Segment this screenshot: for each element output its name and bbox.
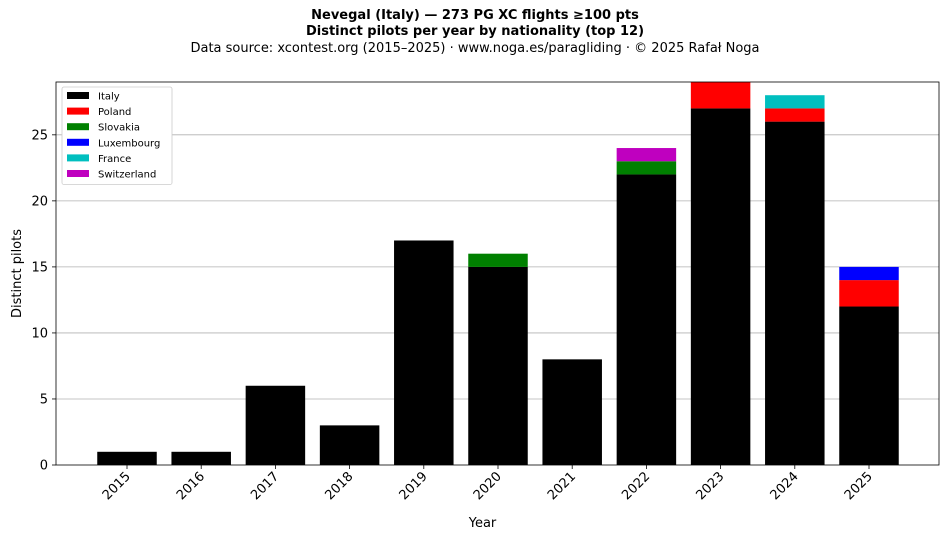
bar-italy-2017 bbox=[245, 385, 306, 465]
y-tick-label: 20 bbox=[31, 194, 48, 209]
x-tick-label: 2015 bbox=[100, 469, 134, 503]
legend-swatch-poland bbox=[67, 107, 89, 115]
bar-france-2024 bbox=[765, 95, 825, 109]
x-tick-label: 2025 bbox=[842, 469, 876, 503]
y-tick-label: 10 bbox=[31, 326, 48, 341]
y-tick-label: 5 bbox=[40, 392, 48, 407]
x-tick-label: 2019 bbox=[397, 469, 431, 503]
bar-slovakia-2022 bbox=[616, 161, 677, 175]
y-tick-label: 15 bbox=[31, 260, 48, 275]
legend-label-poland: Poland bbox=[98, 107, 131, 118]
chart-title-block: Nevegal (Italy) — 273 PG XC flights ≥100… bbox=[0, 8, 950, 57]
x-tick-label: 2023 bbox=[693, 469, 727, 503]
bar-italy-2025 bbox=[839, 306, 899, 465]
x-tick-label: 2021 bbox=[545, 469, 579, 503]
bar-italy-2020 bbox=[468, 266, 528, 465]
x-tick-label: 2016 bbox=[174, 469, 208, 503]
bar-slovakia-2020 bbox=[468, 253, 528, 267]
x-tick-label: 2022 bbox=[619, 469, 653, 503]
bar-poland-2025 bbox=[839, 280, 899, 307]
legend-swatch-switzerland bbox=[67, 170, 89, 177]
legend-label-slovakia: Slovakia bbox=[98, 123, 140, 134]
bar-poland-2024 bbox=[765, 108, 825, 122]
bar-italy-2019 bbox=[394, 240, 454, 465]
bar-italy-2015 bbox=[97, 451, 157, 465]
bar-poland-2023 bbox=[690, 82, 751, 109]
y-tick-label: 0 bbox=[40, 459, 48, 474]
legend-label-switzerland: Switzerland bbox=[98, 170, 156, 181]
x-tick-label: 2020 bbox=[471, 469, 505, 503]
bar-italy-2023 bbox=[690, 108, 751, 466]
legend-label-france: France bbox=[98, 154, 131, 165]
legend-swatch-luxembourg bbox=[67, 138, 89, 146]
y-axis-label: Distinct pilots bbox=[10, 229, 25, 318]
bar-italy-2021 bbox=[542, 359, 602, 465]
legend-swatch-italy bbox=[67, 92, 89, 99]
legend-swatch-slovakia bbox=[67, 123, 89, 131]
data-source-line: Data source: xcontest.org (2015–2025) · … bbox=[190, 41, 760, 56]
bar-italy-2022 bbox=[616, 174, 677, 465]
legend-box bbox=[61, 86, 173, 185]
bar-italy-2018 bbox=[319, 425, 380, 465]
x-tick-label: 2024 bbox=[768, 469, 802, 503]
bar-italy-2016 bbox=[171, 451, 231, 465]
x-tick-label: 2018 bbox=[322, 469, 356, 503]
legend-label-italy: Italy bbox=[98, 92, 120, 103]
x-tick-label: 2017 bbox=[248, 469, 282, 503]
legend: Italy Poland Slovakia Luxembourg France Switz… bbox=[61, 86, 173, 185]
legend-swatch-france bbox=[67, 154, 89, 162]
y-tick-label: 25 bbox=[31, 128, 48, 143]
chart-subtitle: Distinct pilots per year by nationality … bbox=[305, 24, 645, 39]
plot-frame bbox=[55, 81, 940, 466]
bar-luxembourg-2025 bbox=[839, 266, 899, 281]
legend-label-luxembourg: Luxembourg bbox=[98, 138, 160, 149]
chart-title: Nevegal (Italy) — 273 PG XC flights ≥100… bbox=[311, 8, 639, 23]
bar-italy-2024 bbox=[765, 121, 825, 465]
bar-switzerland-2022 bbox=[616, 148, 677, 162]
x-axis-label: Year bbox=[468, 516, 497, 531]
